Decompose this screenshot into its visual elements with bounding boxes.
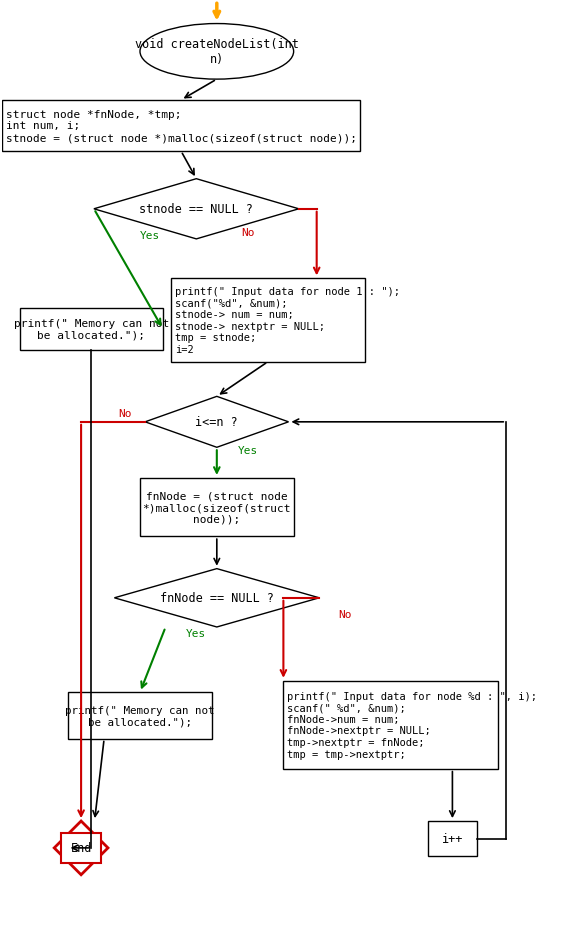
Text: fnNode == NULL ?: fnNode == NULL ? — [160, 592, 274, 605]
Text: i++: i++ — [442, 832, 463, 845]
Text: struct node *fnNode, *tmp;
int num, i;
stnode = (struct node *)malloc(sizeof(str: struct node *fnNode, *tmp; int num, i; s… — [6, 110, 357, 143]
Text: printf(" Input data for node 1 : ");
scanf("%d", &num);
stnode-> num = num;
stno: printf(" Input data for node 1 : "); sca… — [175, 287, 400, 354]
Text: Yes: Yes — [238, 445, 258, 455]
Text: printf(" Memory can not
be allocated.");: printf(" Memory can not be allocated."); — [14, 319, 169, 341]
Text: stnode == NULL ?: stnode == NULL ? — [139, 203, 253, 216]
Polygon shape — [115, 569, 319, 627]
FancyBboxPatch shape — [61, 833, 101, 863]
FancyBboxPatch shape — [283, 681, 499, 769]
Text: i<=n ?: i<=n ? — [196, 416, 238, 429]
Text: Yes: Yes — [186, 628, 206, 638]
Text: No: No — [118, 408, 131, 419]
FancyBboxPatch shape — [428, 821, 477, 857]
Text: printf(" Memory can not
be allocated.");: printf(" Memory can not be allocated."); — [65, 705, 215, 727]
Text: fnNode = (struct node
*)malloc(sizeof(struct
node));: fnNode = (struct node *)malloc(sizeof(st… — [142, 491, 291, 524]
FancyBboxPatch shape — [68, 692, 211, 739]
Text: Yes: Yes — [140, 230, 160, 240]
Text: void createNodeList(int
n): void createNodeList(int n) — [135, 38, 299, 66]
FancyBboxPatch shape — [19, 309, 163, 351]
Text: No: No — [241, 227, 254, 238]
Polygon shape — [54, 821, 108, 875]
Text: No: No — [338, 610, 352, 620]
FancyBboxPatch shape — [2, 101, 360, 152]
Ellipse shape — [140, 24, 294, 80]
Text: End: End — [71, 842, 92, 855]
FancyBboxPatch shape — [171, 279, 365, 362]
FancyBboxPatch shape — [140, 478, 294, 536]
Text: printf(" Input data for node %d : ", i);
scanf(" %d", &num);
fnNode->num = num;
: printf(" Input data for node %d : ", i);… — [287, 691, 538, 759]
Polygon shape — [94, 179, 299, 239]
Polygon shape — [145, 397, 288, 448]
